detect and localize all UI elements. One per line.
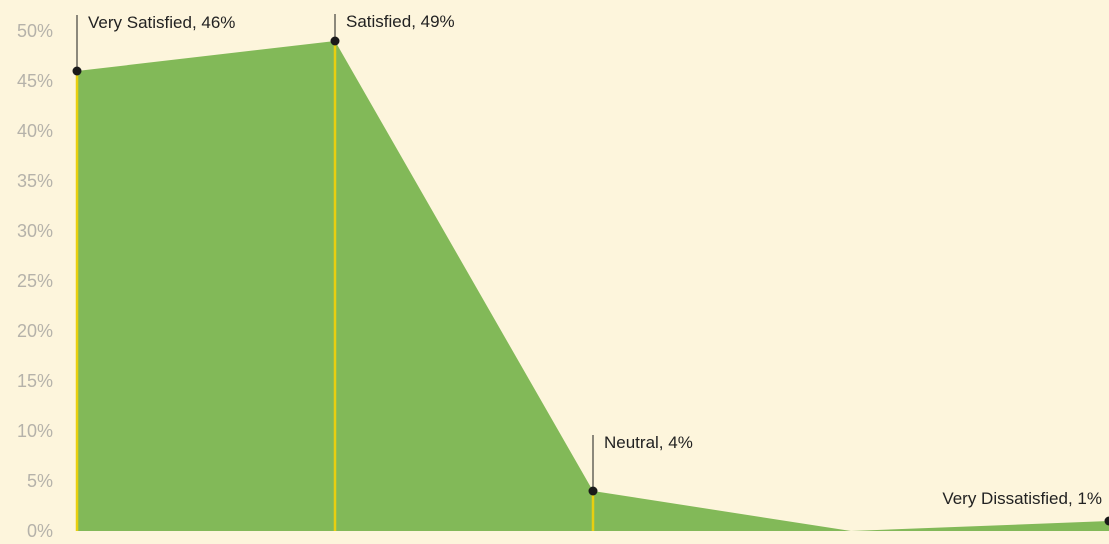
drop-lines: [75, 41, 595, 531]
data-labels: Very Satisfied, 46% Satisfied, 49% Neutral…: [88, 12, 1102, 508]
y-tick-label: 10%: [17, 421, 53, 441]
y-tick-label: 25%: [17, 271, 53, 291]
data-markers: [72, 36, 1109, 526]
data-point-marker: [330, 36, 340, 46]
y-tick-label: 0%: [27, 521, 53, 541]
data-point-marker: [1104, 516, 1109, 526]
y-tick-label: 45%: [17, 71, 53, 91]
data-label: Very Dissatisfied, 1%: [942, 489, 1102, 508]
y-axis: 0% 5% 10% 15% 20% 25% 30% 35% 40% 45% 50%: [17, 21, 53, 541]
data-point-marker: [72, 66, 82, 76]
y-tick-label: 40%: [17, 121, 53, 141]
y-tick-label: 30%: [17, 221, 53, 241]
data-label: Satisfied, 49%: [346, 12, 455, 31]
data-label: Very Satisfied, 46%: [88, 13, 235, 32]
y-tick-label: 5%: [27, 471, 53, 491]
y-tick-label: 20%: [17, 321, 53, 341]
data-point-marker: [588, 486, 598, 496]
data-label: Neutral, 4%: [604, 433, 693, 452]
y-tick-label: 15%: [17, 371, 53, 391]
y-tick-label: 35%: [17, 171, 53, 191]
y-tick-label: 50%: [17, 21, 53, 41]
